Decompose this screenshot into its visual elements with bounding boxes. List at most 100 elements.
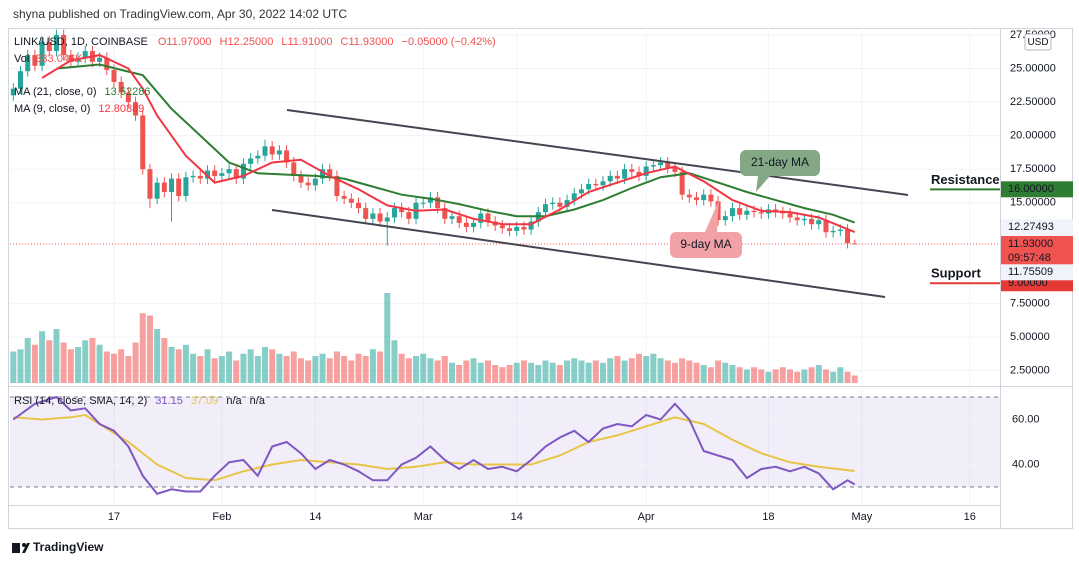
candle-body xyxy=(686,194,692,198)
volume-bar xyxy=(31,344,38,383)
volume-bar xyxy=(664,360,671,383)
volume-bar xyxy=(132,342,139,383)
volume-bar xyxy=(441,356,448,383)
candle-body xyxy=(46,41,52,52)
volume-bar xyxy=(262,347,269,383)
candle-body xyxy=(327,169,333,176)
legend-volume: Vol 333.046K xyxy=(14,53,83,65)
volume-bar xyxy=(499,367,506,383)
volume-bar xyxy=(628,358,635,383)
volume-bar xyxy=(671,362,678,383)
candle-body xyxy=(25,55,31,72)
level-axis-label: 16.00000 xyxy=(1008,183,1054,195)
candle-body xyxy=(514,226,520,231)
candle-body xyxy=(320,169,326,179)
x-tick-label: Mar xyxy=(414,511,433,523)
volume-bar xyxy=(484,360,491,383)
volume-bar xyxy=(772,369,779,383)
volume-bar xyxy=(204,349,211,383)
candle-body xyxy=(341,196,347,199)
candle-body xyxy=(334,175,340,197)
candle-body xyxy=(104,57,110,70)
candle-body xyxy=(284,150,290,163)
candle-body xyxy=(348,198,354,203)
level-name: Resistance xyxy=(931,172,1000,187)
ma9-name: MA (9, close, 0) xyxy=(14,103,90,115)
open: O11.97000 xyxy=(158,36,212,48)
channel-lower xyxy=(271,209,886,298)
volume-bar xyxy=(621,360,628,383)
candle-body xyxy=(262,146,268,156)
volume-bar xyxy=(700,365,707,383)
candle-body xyxy=(147,169,153,199)
candle-body xyxy=(32,55,38,66)
volume-bar xyxy=(297,358,304,383)
y-tick-label: 40.00 xyxy=(1012,458,1040,470)
candle-body xyxy=(471,222,477,227)
volume-bar xyxy=(830,371,837,383)
candle-body xyxy=(600,181,606,186)
high: H12.25000 xyxy=(220,36,274,48)
candle-body xyxy=(183,177,189,197)
volume-bar xyxy=(154,329,161,383)
candle-body xyxy=(593,183,599,186)
volume-bar xyxy=(837,367,844,383)
volume-bar xyxy=(434,360,441,383)
candle-body xyxy=(456,216,462,223)
candle-body xyxy=(622,169,628,179)
candle-body xyxy=(233,169,239,179)
candle-body xyxy=(550,202,556,205)
volume-bar xyxy=(405,358,412,383)
volume-bar xyxy=(175,349,182,383)
callout-text: 21-day MA xyxy=(751,155,809,169)
volume-bar xyxy=(355,353,362,383)
volume-bar xyxy=(89,338,96,383)
candle-body xyxy=(53,34,59,52)
volume-bar xyxy=(283,356,290,383)
volume-bar xyxy=(326,358,333,383)
volume-bar xyxy=(492,365,499,383)
y-tick-label: 22.50000 xyxy=(1010,96,1056,108)
candle-body xyxy=(586,183,592,190)
candle-body xyxy=(557,202,563,207)
volume-bar xyxy=(765,371,772,383)
volume-bar xyxy=(600,362,607,383)
volume-bar xyxy=(197,356,204,383)
volume-bar xyxy=(549,362,556,383)
volume-bar xyxy=(139,313,146,383)
candle-body xyxy=(837,229,843,231)
candle-body xyxy=(255,155,261,159)
candle-body xyxy=(391,208,397,218)
callout-pointer xyxy=(705,200,719,232)
byline: shyna published on TradingView.com, Apr … xyxy=(13,7,347,21)
volume-bar xyxy=(657,358,664,383)
volume-bar xyxy=(715,360,722,383)
callout-pointer xyxy=(756,176,770,192)
volume-bar xyxy=(276,353,283,383)
candle-body xyxy=(852,243,858,245)
overlay: 2.50000 5.00000 7.50000 15.00000 17.50000 20.… xyxy=(670,29,1073,470)
volume-bar xyxy=(118,349,125,383)
volume-bar xyxy=(743,369,750,383)
footer-brand: TradingView xyxy=(33,540,104,554)
volume-bar xyxy=(182,344,189,383)
rsi-ma-value: 37.09 xyxy=(191,395,219,407)
volume-bar xyxy=(585,362,592,383)
candle-body xyxy=(578,189,584,194)
change: −0.05000 (−0.42%) xyxy=(402,36,496,48)
candle-body xyxy=(679,171,685,195)
candle-body xyxy=(377,213,383,222)
volume-bar xyxy=(413,356,420,383)
candle-body xyxy=(169,178,175,193)
candle-body xyxy=(161,182,167,193)
low: L11.91000 xyxy=(281,36,332,48)
volume-bar xyxy=(348,360,355,383)
candle-body xyxy=(125,92,131,103)
volume-bar xyxy=(60,342,67,383)
candle-body xyxy=(485,213,491,222)
volume-bar xyxy=(722,362,729,383)
candle-body xyxy=(133,102,139,116)
volume-bar xyxy=(53,329,60,383)
rsi-band xyxy=(10,397,1000,487)
